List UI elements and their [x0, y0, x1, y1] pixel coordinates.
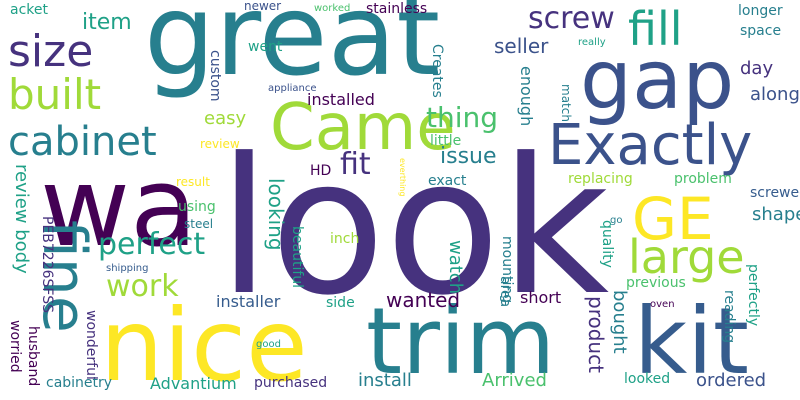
word-size: size	[8, 26, 94, 77]
word-purchased: purchased	[254, 375, 328, 391]
word-fill: fill	[628, 2, 683, 56]
word-result: result	[176, 175, 210, 189]
word-side: side	[326, 295, 355, 311]
word-previous: previous	[626, 275, 686, 291]
word-screwed: screwed	[750, 185, 800, 201]
word-review: review	[200, 137, 240, 151]
word-exactly: Exactly	[548, 113, 753, 178]
word-steel: steel	[184, 217, 214, 231]
word-arrived: Arrived	[482, 370, 547, 391]
word-acket: acket	[10, 2, 48, 18]
word-work: work	[106, 269, 179, 304]
word-install: install	[358, 370, 412, 391]
word-nice: nice	[100, 287, 308, 400]
word-seller: seller	[494, 34, 549, 58]
word-trim: trim	[366, 288, 556, 395]
word-replacing: replacing	[568, 171, 633, 187]
word-shipping: shipping	[106, 263, 149, 274]
word-kit: kit	[634, 288, 749, 395]
word-good: good	[256, 339, 281, 350]
word-newer: newer	[244, 0, 282, 13]
word-cabinet: cabinet	[8, 119, 157, 165]
word-wonderful: wonderful	[83, 310, 99, 380]
word-bought: bought	[609, 290, 630, 354]
word-day: day	[740, 58, 774, 79]
word-large: large	[628, 230, 745, 284]
word-using: using	[178, 199, 216, 215]
word-watch: watch	[445, 240, 466, 295]
word-built: built	[8, 70, 102, 119]
word-oven: oven	[650, 299, 675, 310]
word-hd: HD	[310, 163, 332, 179]
word-screw: screw	[528, 1, 615, 36]
word-easy: easy	[204, 108, 247, 129]
word-problem: problem	[674, 171, 732, 187]
word-went: went	[248, 39, 283, 55]
word-thing: thing	[426, 101, 499, 134]
word-review-body: review body	[11, 164, 32, 274]
word-came: Came	[270, 91, 456, 165]
word-issue: issue	[440, 144, 497, 169]
word-great: great	[144, 0, 441, 101]
word-ge: GE	[632, 185, 714, 253]
word-custom: custom	[207, 50, 223, 102]
word-product: product	[584, 296, 608, 373]
word-quality: quality	[599, 220, 615, 268]
word-creates: Creates	[429, 44, 445, 98]
word-item: item	[82, 10, 132, 35]
word-worked: worked	[314, 3, 351, 14]
word-installer: installer	[216, 292, 281, 311]
word-short: short	[520, 288, 562, 307]
word-perfectly: perfectly	[745, 264, 761, 327]
word-ordered: ordered	[696, 370, 767, 391]
word-area: area	[497, 276, 513, 308]
word-installed: installed	[307, 90, 375, 109]
word-cabinetry: cabinetry	[46, 375, 113, 391]
word-little: little	[430, 133, 462, 149]
word-fit: fit	[340, 147, 371, 182]
word-really: really	[578, 37, 606, 48]
word-pe: PEB7226SFSS	[39, 216, 55, 313]
word-perfect: perfect	[98, 227, 206, 262]
word-shape: shape	[752, 204, 800, 225]
word-looked: looked	[624, 371, 671, 387]
word-worried: worried	[7, 320, 23, 373]
word-match: match	[559, 84, 573, 122]
word-inch: inch	[330, 231, 360, 247]
word-wanted: wanted	[386, 288, 461, 312]
word-look: look	[218, 118, 610, 337]
word-stainless: stainless	[366, 1, 428, 17]
word-longer: longer	[738, 3, 783, 19]
word-everthing: everthing	[398, 158, 407, 197]
word-gap: gap	[580, 33, 735, 128]
word-appliance: appliance	[268, 83, 317, 94]
word-reading: reading	[721, 290, 737, 344]
word-wa: wa	[40, 143, 198, 271]
word-beautiful: beautiful	[289, 226, 305, 289]
word-fine: fine	[29, 220, 99, 333]
word-go: go	[610, 215, 623, 226]
word-enough: enough	[517, 66, 536, 127]
word-husband: husband	[25, 326, 41, 387]
word-exact: exact	[428, 173, 467, 189]
word-space: space	[740, 23, 782, 39]
word-advantium: Advantium	[150, 374, 237, 393]
word-mounting: mounting	[499, 236, 515, 304]
word-along: along	[750, 84, 800, 105]
word-looking: looking	[264, 178, 288, 251]
